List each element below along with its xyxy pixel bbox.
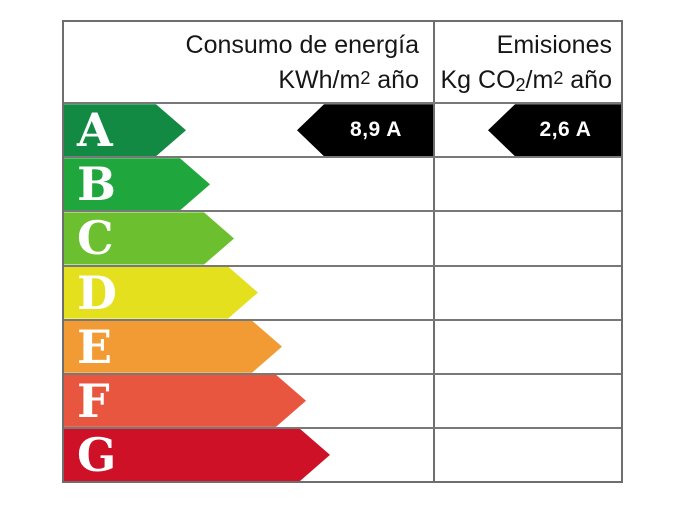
rating-row: C (64, 210, 621, 265)
consumption-cell: G (64, 428, 435, 481)
emissions-cell (435, 321, 621, 373)
consumption-header-title: Consumo de energía (185, 31, 419, 59)
rating-arrow: D (64, 267, 258, 319)
rating-letter: G (77, 427, 117, 482)
rating-arrow: F (64, 375, 306, 427)
rating-letter: F (77, 373, 110, 428)
rating-letter: A (77, 103, 113, 158)
emissions-value-label: 2,6 A (539, 118, 592, 142)
emissions-cell (435, 212, 621, 264)
consumption-value-badge: 8,9 A (297, 104, 433, 157)
emissions-header-title: Emisiones (496, 31, 612, 59)
header-row: Consumo de energía KWh/m2 año Emisiones … (64, 22, 621, 103)
consumption-cell: F (64, 374, 435, 427)
rating-row: D (64, 264, 621, 319)
emissions-header: Emisiones Kg CO2/m2 año (435, 22, 621, 102)
rating-row: B (64, 156, 621, 211)
emissions-value-badge: 2,6 A (488, 104, 621, 157)
emissions-cell: 2,6 A (435, 104, 621, 157)
rating-arrow: E (64, 321, 282, 373)
rating-rows: A 8,9 A 2,6 A B C D E (64, 102, 621, 481)
rating-row: E (64, 318, 621, 373)
emissions-cell (435, 267, 621, 319)
rating-letter: C (77, 211, 114, 266)
rating-arrow: B (64, 158, 210, 210)
consumption-header-units: KWh/m2 año (278, 65, 419, 94)
rating-arrow: C (64, 212, 234, 264)
rating-letter: B (77, 157, 116, 212)
rating-row: G (64, 426, 621, 481)
rating-arrow: A (64, 104, 186, 156)
rating-letter: D (77, 265, 117, 320)
rating-letter: E (77, 319, 113, 374)
rating-row: F (64, 372, 621, 427)
consumption-cell: C (64, 212, 435, 265)
consumption-cell: B (64, 158, 435, 211)
consumption-value-label: 8,9 A (350, 118, 402, 142)
consumption-header: Consumo de energía KWh/m2 año (64, 22, 435, 103)
emissions-header-units: Kg CO2/m2 año (440, 65, 612, 96)
emissions-cell (435, 158, 621, 210)
rating-row: A 8,9 A 2,6 A (64, 102, 621, 157)
consumption-cell: D (64, 266, 435, 319)
consumption-cell: A 8,9 A (64, 104, 435, 157)
emissions-cell (435, 375, 621, 427)
consumption-cell: E (64, 320, 435, 373)
emissions-cell (435, 429, 621, 481)
energy-efficiency-label: Consumo de energía KWh/m2 año Emisiones … (62, 20, 623, 483)
rating-arrow: G (64, 429, 330, 481)
